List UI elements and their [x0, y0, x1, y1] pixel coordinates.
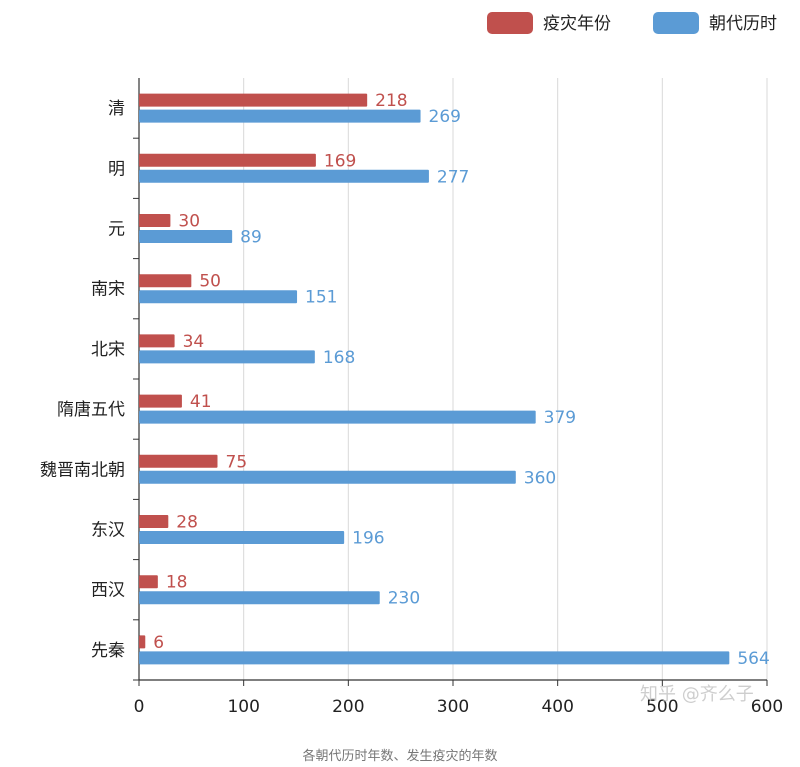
- data-label: 151: [305, 288, 337, 308]
- data-label: 89: [240, 228, 262, 248]
- bar-dynasty-duration: [139, 470, 516, 484]
- x-tick-label: 200: [332, 697, 364, 717]
- category-label: 魏晋南北朝: [40, 460, 125, 480]
- bar-dynasty-duration: [139, 230, 233, 243]
- x-tick-label: 100: [227, 697, 259, 717]
- data-label: 277: [437, 167, 469, 187]
- data-label: 75: [226, 452, 248, 472]
- data-label: 169: [324, 151, 356, 171]
- bar-epidemic-years: [139, 454, 218, 468]
- data-label: 41: [190, 392, 212, 412]
- bar-epidemic-years: [139, 515, 169, 528]
- category-label: 隋唐五代: [57, 399, 125, 420]
- data-label: 50: [199, 272, 221, 292]
- category-label: 先秦: [91, 641, 125, 661]
- x-tick-label: 400: [541, 697, 573, 717]
- bar-epidemic-years: [139, 214, 171, 227]
- bar-epidemic-years: [139, 153, 316, 167]
- legend-swatch-epidemic-years: [487, 12, 533, 34]
- category-label: 西汉: [91, 581, 125, 601]
- category-label: 南宋: [91, 280, 125, 300]
- bar-dynasty-duration: [139, 290, 298, 304]
- x-tick-label: 500: [646, 697, 678, 717]
- bar-dynasty-duration: [139, 651, 730, 665]
- category-label: 明: [108, 159, 125, 179]
- data-label: 18: [166, 573, 188, 593]
- data-label: 269: [429, 107, 461, 127]
- bar-epidemic-years: [139, 635, 146, 649]
- bar-dynasty-duration: [139, 410, 536, 424]
- category-label: 元: [108, 220, 125, 240]
- data-label: 230: [388, 589, 420, 609]
- data-label: 360: [524, 468, 556, 488]
- bar-epidemic-years: [139, 93, 368, 107]
- legend-label: 疫灾年份: [543, 14, 611, 34]
- data-label: 6: [153, 633, 164, 653]
- legend-label: 朝代历时: [709, 14, 777, 34]
- bar-epidemic-years: [139, 274, 192, 288]
- data-label: 196: [352, 529, 384, 549]
- data-label: 564: [737, 649, 769, 669]
- bar-dynasty-duration: [139, 531, 345, 544]
- legend-swatch-dynasty-duration: [653, 12, 699, 34]
- bar-epidemic-years: [139, 394, 182, 408]
- x-tick-label: 300: [437, 697, 469, 717]
- data-label: 218: [375, 91, 407, 111]
- bar-epidemic-years: [139, 334, 175, 348]
- category-label: 东汉: [91, 521, 125, 541]
- category-label: 北宋: [91, 340, 125, 360]
- data-label: 379: [544, 408, 576, 428]
- bar-dynasty-duration: [139, 109, 421, 123]
- category-label: 清: [108, 99, 125, 119]
- data-label: 30: [178, 212, 200, 232]
- bar-dynasty-duration: [139, 169, 429, 183]
- chart-caption: 各朝代历时年数、发生疫灾的年数: [302, 749, 498, 764]
- data-label: 168: [323, 348, 355, 368]
- bar-epidemic-years: [139, 575, 158, 589]
- x-tick-label: 0: [134, 697, 145, 717]
- data-label: 28: [176, 513, 198, 533]
- bar-dynasty-duration: [139, 591, 380, 605]
- bar-dynasty-duration: [139, 350, 315, 364]
- watermark: 知乎 @齐么子: [640, 684, 754, 705]
- data-label: 34: [183, 332, 205, 352]
- x-tick-label: 600: [751, 697, 783, 717]
